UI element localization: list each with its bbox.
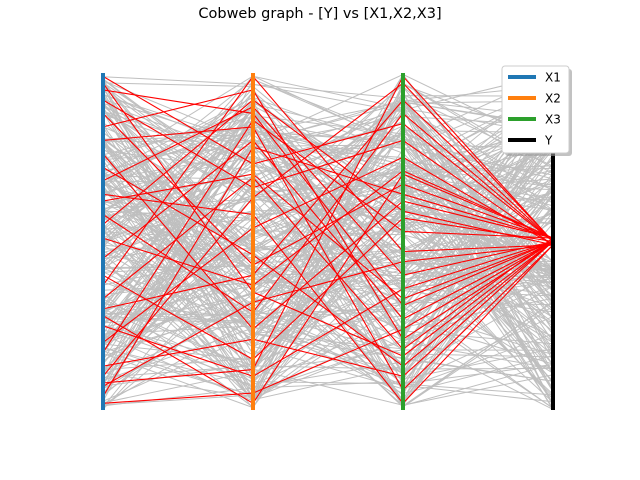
background-line [102,105,554,410]
highlighted-line [102,241,554,404]
background-line [102,107,554,344]
background-line [102,185,554,393]
legend-frame [501,65,570,154]
background-line [102,108,554,302]
highlighted-line [102,139,554,320]
highlighted-line [102,173,554,405]
highlighted-line [102,75,554,384]
background-line [102,329,554,385]
highlighted-line [102,75,554,286]
background-line [102,93,554,220]
background-line [102,122,554,270]
background-line [102,84,554,223]
highlighted-line [102,156,554,344]
highlighted-line [102,146,554,397]
background-line [102,90,554,343]
highlighted-line [102,82,554,377]
legend-label-x2: X2 [545,92,561,106]
background-line [102,161,554,388]
background-line [102,138,554,390]
highlighted-lines [102,75,554,405]
background-line [102,210,554,386]
highlighted-line [102,126,554,391]
highlighted-line [102,112,554,314]
legend-label-x3: X3 [545,113,561,127]
highlighted-line [102,75,554,242]
background-line [102,130,554,371]
highlighted-line [102,170,554,286]
legend-label-x1: X1 [545,71,561,85]
background-line [102,229,554,406]
legend-label-y: Y [544,134,553,148]
background-line [102,112,554,407]
background-line [102,140,554,374]
background-line [102,108,554,406]
background-lines [102,73,554,411]
background-line [102,255,554,397]
background-line [102,73,554,327]
background-line [102,131,554,300]
highlighted-line [102,173,554,300]
background-line [102,76,554,407]
legend: X1 X2 X3 Y [501,65,572,156]
highlighted-line [102,241,554,377]
highlighted-line [102,240,554,377]
background-line [102,73,554,172]
background-line [102,73,554,405]
highlighted-line [102,99,554,246]
background-line [102,95,554,401]
highlighted-line [102,106,554,276]
highlighted-line [102,99,554,310]
background-line [102,101,554,408]
highlighted-line [102,166,554,367]
highlighted-line [102,119,554,353]
background-line [102,183,554,275]
background-line [102,94,554,301]
background-line [102,94,554,355]
background-line [102,101,554,272]
highlighted-line [102,89,554,307]
chart-title: Cobweb graph - [Y] vs [X1,X2,X3] [198,6,442,22]
background-line [102,86,554,361]
background-line [102,97,554,385]
highlighted-line [102,176,554,351]
background-line [102,88,554,318]
highlighted-line [102,153,554,330]
highlighted-line [102,244,554,387]
highlighted-line [102,193,554,405]
highlighted-line [102,89,554,340]
background-line [102,165,554,250]
highlighted-line [102,113,554,266]
background-line [102,157,554,404]
background-line [102,78,554,199]
background-line [102,208,554,402]
